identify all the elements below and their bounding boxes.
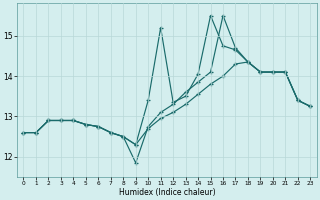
X-axis label: Humidex (Indice chaleur): Humidex (Indice chaleur) [119,188,215,197]
